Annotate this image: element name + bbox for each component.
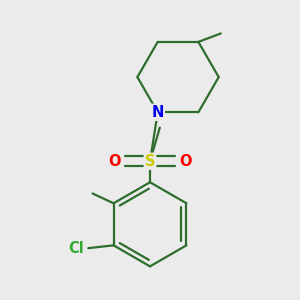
Text: N: N <box>152 105 164 120</box>
Text: S: S <box>145 154 155 169</box>
Text: O: O <box>109 154 121 169</box>
Text: O: O <box>179 154 191 169</box>
Text: Cl: Cl <box>69 241 84 256</box>
